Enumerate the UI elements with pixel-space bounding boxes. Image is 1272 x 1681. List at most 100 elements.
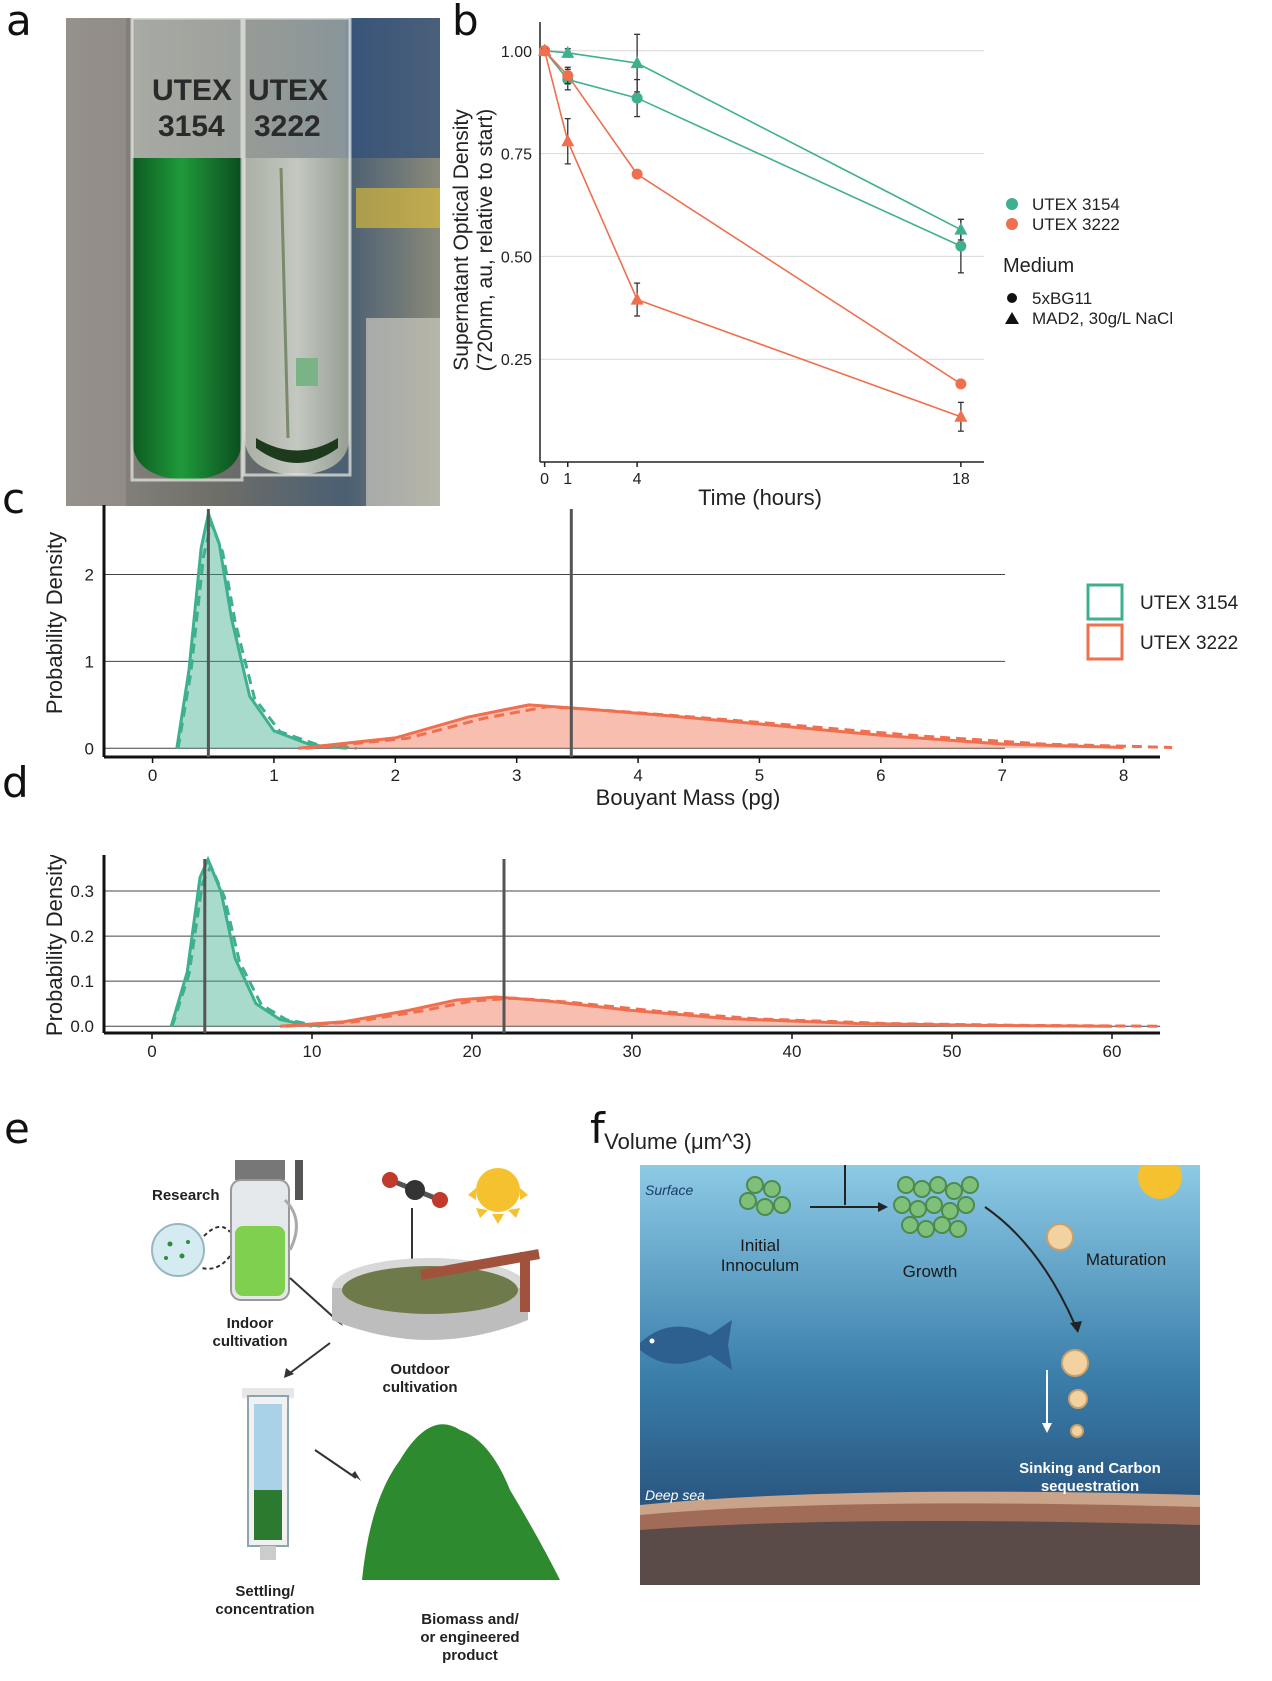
b-data-point <box>954 409 968 422</box>
c-x-tick-label: 4 <box>633 766 642 785</box>
co2-molecule-icon <box>382 1172 448 1208</box>
b-legend-medium-mad2: MAD2, 30g/L NaCl <box>1032 309 1173 328</box>
c-density-line-replicate <box>176 518 357 750</box>
b-legend-medium-bg11: 5xBG11 <box>1032 289 1092 308</box>
b-x-tick-label: 1 <box>563 471 572 488</box>
b-series-line <box>543 50 962 418</box>
f-label-deep-sea: Deep sea <box>645 1487 705 1503</box>
c-density-line <box>175 508 347 750</box>
b-y-tick-label: 0.50 <box>501 249 532 266</box>
tube-label-3154-line2: 3154 <box>158 110 225 143</box>
b-series-line <box>544 50 962 385</box>
c-x-tick-label: 1 <box>269 766 278 785</box>
c-ylabel: Probability Density <box>42 532 67 714</box>
e-label-indoor: Indoor cultivation <box>212 1315 287 1350</box>
b-y-tick-label: 0.75 <box>501 147 532 164</box>
e-label-biomass: Biomass and/or engineered product <box>420 1611 519 1664</box>
c-x-tick-label: 2 <box>391 766 400 785</box>
d-density-area <box>280 996 1112 1027</box>
f-label-sinking: Sinking and Carbon sequestration <box>1019 1460 1161 1495</box>
c-x-tick-label: 0 <box>148 766 157 785</box>
c-density-area <box>176 513 347 749</box>
d-y-tick-label: 0.3 <box>70 882 94 901</box>
growth-cells <box>893 1176 979 1238</box>
sun-icon <box>468 1168 528 1224</box>
d-density-line-replicate <box>170 862 321 1028</box>
d-x-tick-label: 10 <box>303 1042 322 1061</box>
biomass-pile-icon <box>362 1424 560 1580</box>
d-x-tick-label: 20 <box>463 1042 482 1061</box>
culture-tubes-photo: UTEX 3154 UTEX 3222 <box>66 18 440 506</box>
f-label-surface: Surface <box>645 1182 693 1198</box>
volume-density-chart: 0.0 0.1 0.2 0.3 0 10 20 30 40 50 60 Probability De… <box>42 855 1161 1154</box>
raceway-pond-icon <box>332 1249 540 1340</box>
c-density-line-replicate <box>305 705 1173 750</box>
sinking-cell <box>1061 1349 1089 1377</box>
fish-icon <box>640 1320 732 1370</box>
d-density-area <box>171 859 312 1027</box>
c-x-tick-label: 5 <box>755 766 764 785</box>
c-xlabel: Bouyant Mass (pg) <box>596 785 781 810</box>
d-y-tick-label: 0.1 <box>70 972 94 991</box>
b-data-point <box>561 134 575 147</box>
b-series-line <box>544 50 962 247</box>
b-x-tick-label: 4 <box>633 471 642 488</box>
b-series-line <box>544 49 962 231</box>
b-data-point <box>955 378 967 390</box>
panel-label-e: e <box>4 1104 30 1153</box>
panel-label-c: c <box>2 474 26 523</box>
d-x-tick-label: 60 <box>1103 1042 1122 1061</box>
d-density-line-replicate <box>286 996 1161 1028</box>
b-data-point <box>630 56 644 69</box>
b-data-point <box>630 292 644 305</box>
e-label-settling: Settling/concentration <box>215 1583 314 1618</box>
c-legend-3154: UTEX 3154 <box>1140 593 1239 614</box>
sinking-cell <box>1068 1389 1088 1409</box>
b-xlabel: Time (hours) <box>698 485 822 510</box>
d-x-tick-label: 50 <box>943 1042 962 1061</box>
b-x-tick-label: 18 <box>952 471 970 488</box>
c-x-tick-label: 3 <box>512 766 521 785</box>
b-legend: UTEX 3154 UTEX 3222 Medium 5xBG11 MAD2, … <box>1003 195 1173 328</box>
b-data-point <box>954 222 968 235</box>
c-y-tick-label: 2 <box>85 566 94 585</box>
sinking-cell <box>1070 1424 1084 1438</box>
sun-icon <box>1138 1165 1182 1199</box>
b-data-point <box>955 240 967 252</box>
panel-label-f: f <box>590 1104 605 1153</box>
b-data-point <box>562 69 574 81</box>
panel-label-b: b <box>452 0 479 45</box>
panel-label-a: a <box>6 0 32 45</box>
initial-innoculum-cells <box>739 1176 791 1216</box>
b-legend-strain-3154: UTEX 3154 <box>1032 195 1120 214</box>
c-x-tick-label: 6 <box>876 766 885 785</box>
b-ylabel-line2: (720nm, au, relative to start) <box>474 109 497 372</box>
d-xlabel: Volume (μm^3) <box>604 1129 752 1154</box>
d-ylabel: Probability Density <box>42 855 67 1036</box>
b-data-point <box>631 92 643 104</box>
b-y-tick-label: 1.00 <box>501 44 532 61</box>
d-x-tick-label: 30 <box>623 1042 642 1061</box>
bioreactor-icon <box>230 1160 303 1301</box>
d-y-tick-label: 0.0 <box>70 1017 94 1036</box>
c-y-tick-label: 0 <box>85 739 94 758</box>
c-density-area <box>298 704 1124 749</box>
tube-label-3154-line1: UTEX <box>152 74 232 107</box>
d-y-tick-label: 0.2 <box>70 927 94 946</box>
supernatant-od-chart: 0.25 0.50 0.75 1.00 0 1 4 18 Supernatant Optica… <box>450 22 1173 510</box>
b-data-point <box>631 168 643 180</box>
settling-column-icon <box>242 1388 294 1560</box>
d-x-tick-label: 40 <box>783 1042 802 1061</box>
panel-label-d: d <box>2 758 29 807</box>
ocean-sequestration-diagram: Surface Deep sea Initial Innoculum Growth… <box>640 1165 1200 1605</box>
b-ylabel-line1: Supernatant Optical Density <box>450 109 473 371</box>
c-x-tick-label: 7 <box>997 766 1006 785</box>
d-x-tick-label: 0 <box>147 1042 156 1061</box>
b-data-point <box>561 45 575 58</box>
f-label-growth: Growth <box>903 1262 958 1281</box>
b-x-tick-label: 0 <box>540 471 549 488</box>
buoyant-mass-density-chart: 0 1 2 0 1 2 3 4 5 6 7 8 Probability Density Bouyant… <box>42 505 1239 810</box>
c-y-tick-label: 1 <box>85 652 94 671</box>
c-legend-3222: UTEX 3222 <box>1140 633 1238 654</box>
b-y-tick-label: 0.25 <box>501 352 532 369</box>
